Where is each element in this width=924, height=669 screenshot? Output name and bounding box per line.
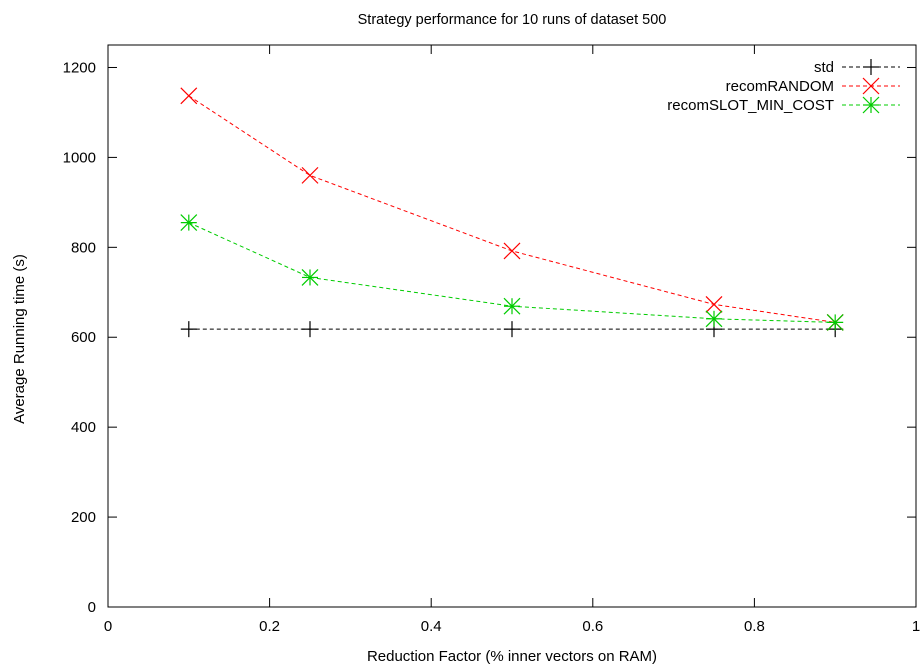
legend-item: recomSLOT_MIN_COST [667,96,900,114]
data-point-marker [503,297,521,315]
series-line [188,95,836,323]
marker-stroke [862,96,880,114]
marker-stroke [180,214,198,232]
data-point-marker [705,295,723,313]
x-tick-label: 0.2 [259,618,280,635]
y-tick-label: 200 [71,509,96,526]
marker-stroke [180,87,198,105]
series-std [180,321,844,338]
series-layer [180,87,844,338]
marker-stroke [826,313,844,331]
marker-stroke [503,242,521,260]
x-tick-label: 1 [912,618,920,635]
marker-stroke [301,269,319,286]
chart-title: Strategy performance for 10 runs of data… [358,12,667,28]
data-point-marker [503,242,521,260]
y-tick-label: 400 [71,419,96,436]
y-axis-title: Average Running time (s) [11,254,28,424]
x-tick-label: 0.4 [421,618,442,635]
data-point-marker [504,321,520,338]
legend-label: recomRANDOM [726,78,834,95]
x-tick-label: 0.6 [582,618,603,635]
data-point-marker [180,87,198,105]
axis-ticks: 0 0.2 0.4 0.6 0.8 1 0 200 400 600 800 1000 1200 [63,45,920,635]
data-point-marker [863,59,879,75]
marker-stroke [862,77,880,95]
data-point-marker [862,77,880,95]
series-recomrandom [180,87,844,331]
legend-label: std [814,59,834,76]
legend-label: recomSLOT_MIN_COST [667,97,834,114]
y-tick-label: 1200 [63,59,96,76]
data-point-marker [301,269,319,286]
y-tick-label: 600 [71,329,96,346]
legend-item: std [814,59,900,76]
data-point-marker [180,321,197,338]
marker-stroke [301,166,319,184]
data-point-marker [826,313,844,331]
x-tick-label: 0.8 [744,618,765,635]
marker-stroke [705,310,723,328]
data-point-marker [180,214,198,232]
y-tick-label: 0 [88,599,96,616]
data-point-marker [705,310,723,328]
legend: std recomRANDOM recomSLOT_MIN_COST [667,59,900,114]
x-tick-label: 0 [104,618,112,635]
data-point-marker [862,96,880,114]
data-point-marker [301,166,319,184]
marker-stroke [705,295,723,313]
y-tick-label: 1000 [63,149,96,166]
y-tick-label: 800 [71,239,96,256]
marker-stroke [503,297,521,315]
data-point-marker [302,321,318,338]
series-recomslot-min-cost [180,214,844,331]
legend-item: recomRANDOM [726,77,900,95]
x-axis-title: Reduction Factor (% inner vectors on RAM… [367,648,657,665]
plot-frame [107,44,917,608]
